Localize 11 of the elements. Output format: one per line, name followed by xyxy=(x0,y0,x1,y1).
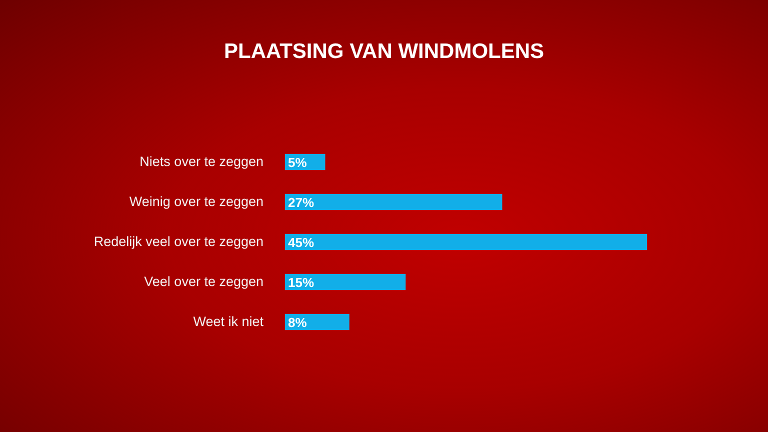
y-tick-label: Redelijk veel over te zeggen xyxy=(94,234,264,249)
data-label: 45% xyxy=(288,235,314,250)
data-label: 27% xyxy=(288,195,314,210)
data-label: 15% xyxy=(288,275,314,290)
y-tick-label: Niets over te zeggen xyxy=(140,154,264,169)
y-tick-label: Weet ik niet xyxy=(193,314,264,329)
y-tick-label: Weinig over te zeggen xyxy=(129,194,264,209)
chart-title: PLAATSING VAN WINDMOLENS xyxy=(224,40,544,63)
data-label: 5% xyxy=(288,155,308,170)
y-tick-label: Veel over te zeggen xyxy=(144,274,264,289)
data-label: 8% xyxy=(288,315,308,330)
